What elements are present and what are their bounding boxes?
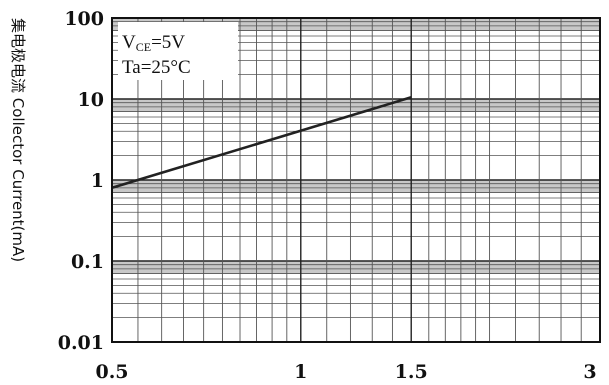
x-tick-label: 0.5 [95,361,128,383]
y-tick-label: 100 [64,8,104,30]
series-group [111,96,412,190]
x-tick-label: 1.5 [395,361,428,383]
y-tick-label: 0.01 [58,332,104,354]
grid-band [112,180,600,193]
x-tick-labels: 0.5 1 1.5 3 [95,361,596,383]
x-tick-label: 1 [294,361,307,383]
plot-frame [111,17,601,343]
series-line [111,96,412,190]
condition-box: VCE=5V Ta=25°C [118,22,238,80]
vce-condition: VCE=5V [122,32,185,54]
x-tick-label: 3 [583,361,596,383]
y-tick-labels: 100 10 1 0.1 0.01 [58,8,104,354]
grid-band [112,261,600,274]
y-tick-label: 0.1 [71,251,104,273]
grid-band [112,99,600,112]
y-tick-label: 1 [91,170,104,192]
condition-box-bg [118,22,238,80]
y-tick-label: 10 [78,89,104,111]
y-axis-label: 集电极电流 Collector Current(mA) [9,18,27,262]
ta-condition: Ta=25°C [122,57,191,78]
